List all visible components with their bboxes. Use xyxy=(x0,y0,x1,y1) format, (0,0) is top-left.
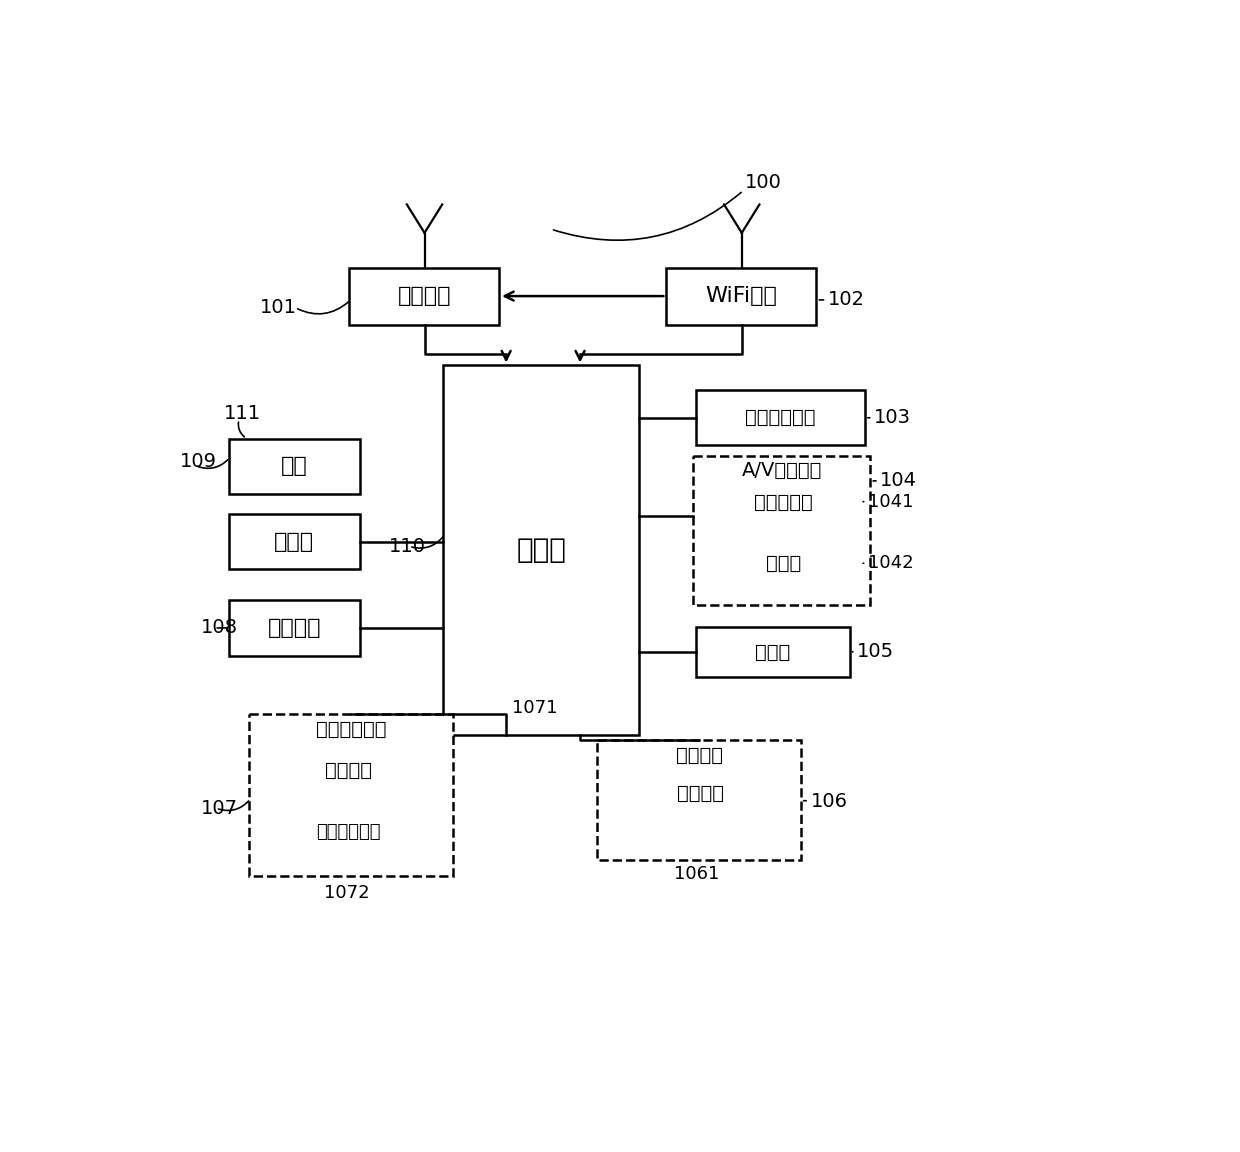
Bar xyxy=(350,267,500,325)
Text: 显示单元: 显示单元 xyxy=(676,746,723,765)
Text: 103: 103 xyxy=(874,408,911,427)
Bar xyxy=(268,746,429,794)
Text: 麦克风: 麦克风 xyxy=(766,554,801,574)
Text: 存储器: 存储器 xyxy=(274,532,315,552)
Bar xyxy=(707,539,861,589)
Text: 107: 107 xyxy=(201,798,237,818)
Text: 传感器: 传感器 xyxy=(755,643,790,661)
Bar xyxy=(249,714,453,876)
Text: 109: 109 xyxy=(180,452,217,471)
Text: 电源: 电源 xyxy=(281,456,308,476)
Bar xyxy=(229,600,360,655)
Text: 1071: 1071 xyxy=(512,699,558,717)
Bar xyxy=(620,770,781,818)
Text: 图形处理器: 图形处理器 xyxy=(754,493,812,511)
Bar xyxy=(696,391,866,446)
Bar xyxy=(696,627,849,677)
Text: 1042: 1042 xyxy=(868,554,914,573)
Bar xyxy=(229,514,360,569)
Text: 1072: 1072 xyxy=(324,884,370,902)
Text: 触控面板: 触控面板 xyxy=(325,761,372,780)
Bar xyxy=(666,267,816,325)
Text: 101: 101 xyxy=(259,298,296,317)
Text: 其他输入设备: 其他输入设备 xyxy=(316,823,381,841)
Text: 102: 102 xyxy=(828,290,866,310)
Text: 用户输入单元: 用户输入单元 xyxy=(316,720,386,740)
Bar xyxy=(443,365,640,735)
Text: 1041: 1041 xyxy=(868,493,914,510)
Text: 100: 100 xyxy=(745,174,781,192)
Text: 108: 108 xyxy=(201,619,237,637)
Text: 射频单元: 射频单元 xyxy=(397,287,451,306)
Text: 111: 111 xyxy=(224,404,262,424)
Text: 105: 105 xyxy=(857,643,894,661)
Text: 104: 104 xyxy=(880,471,918,491)
Bar xyxy=(229,439,360,494)
Bar xyxy=(707,477,861,528)
Bar xyxy=(596,741,801,859)
Text: 110: 110 xyxy=(389,537,427,555)
Bar xyxy=(693,456,870,605)
Text: 1061: 1061 xyxy=(675,865,719,882)
Text: 处理器: 处理器 xyxy=(516,536,567,564)
Text: 显示面板: 显示面板 xyxy=(677,785,724,803)
Text: A/V输入单元: A/V输入单元 xyxy=(742,462,822,480)
Text: 106: 106 xyxy=(811,793,848,811)
Bar xyxy=(268,809,429,856)
Text: WiFi模块: WiFi模块 xyxy=(706,287,777,306)
Text: 音频输出单元: 音频输出单元 xyxy=(745,408,816,427)
Text: 接口单元: 接口单元 xyxy=(268,617,321,638)
